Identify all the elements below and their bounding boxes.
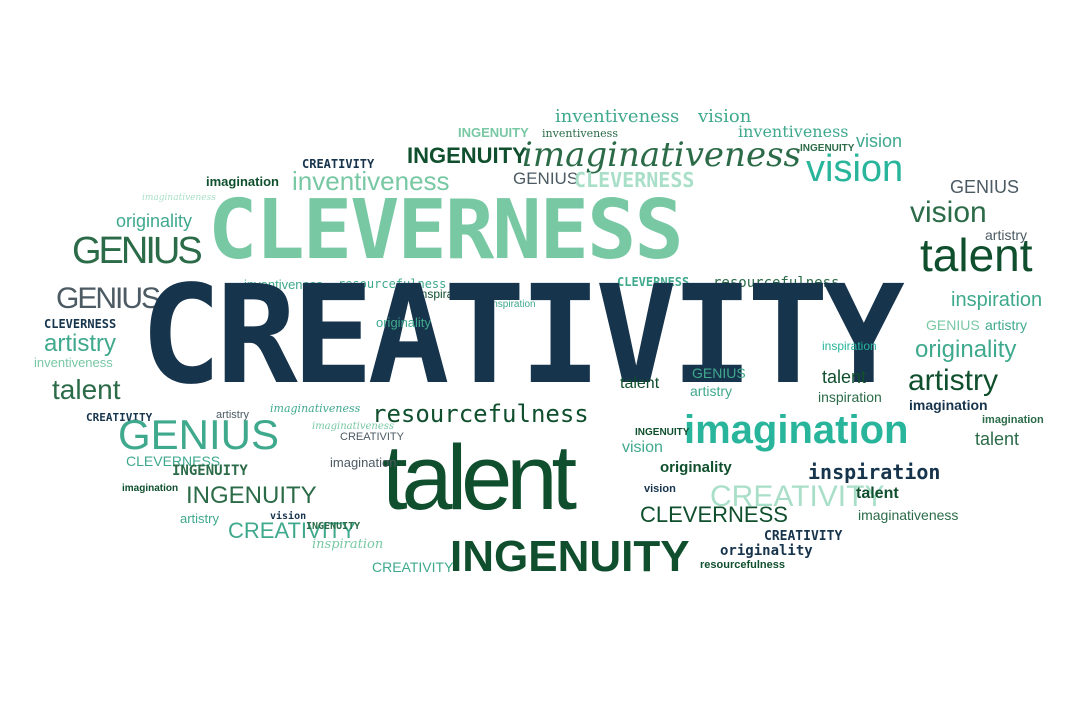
word-imagination: vision bbox=[644, 483, 676, 495]
word-ingenuity: resourcefulness bbox=[700, 559, 785, 571]
word-genius: imagination bbox=[330, 455, 397, 470]
word-imaginativeness: imaginativeness bbox=[522, 135, 801, 175]
word-inventiveness: inventiveness bbox=[292, 166, 450, 196]
word-resourcefulness: resourcefulness bbox=[372, 400, 589, 428]
word-creativity: vision bbox=[270, 511, 307, 522]
word-genius: GENIUS bbox=[72, 230, 203, 272]
word-inspiration: inspiration bbox=[818, 389, 882, 405]
word-vision: vision bbox=[806, 148, 904, 190]
word-resourcefulness: resourcefulness bbox=[713, 275, 840, 291]
word-artistry: artistry bbox=[985, 227, 1027, 243]
word-talent: talent bbox=[975, 429, 1020, 449]
word-cleverness-large: CLEVERNESS bbox=[208, 183, 684, 278]
word-vision: vision bbox=[622, 439, 663, 456]
word-inspiration: inspiration bbox=[951, 289, 1043, 311]
word-inventiveness: inventiveness bbox=[738, 122, 849, 141]
word-creativity: originality bbox=[720, 543, 813, 559]
word-vision: vision bbox=[856, 131, 903, 151]
word-imagination: originality bbox=[660, 459, 732, 476]
word-originality: originality bbox=[915, 336, 1017, 363]
word-ingenuity: INGENUITY bbox=[407, 143, 527, 168]
word-inspiration: CREATIVITY bbox=[372, 559, 454, 575]
word-creativity: CREATIVITY bbox=[86, 411, 153, 424]
word-inspiration: inspiration bbox=[418, 287, 473, 301]
word-talent: CLEVERNESS bbox=[126, 453, 221, 469]
word-ingenuity: talent bbox=[856, 485, 899, 502]
word-genius: GENIUS bbox=[513, 169, 579, 188]
word-vision: vision bbox=[698, 106, 752, 127]
word-imagination: imagination bbox=[982, 414, 1044, 426]
word-genius: GENIUS bbox=[692, 365, 746, 381]
word-creativity-large: CREATIVITY bbox=[140, 257, 905, 415]
word-ingenuity-large: INGENUITY bbox=[450, 532, 690, 581]
word-artistry: artistry bbox=[216, 409, 249, 421]
word-creativity: inspiration bbox=[808, 460, 941, 484]
word-inventiveness: inventiveness bbox=[555, 106, 680, 127]
word-creativity: CREATIVITY bbox=[302, 157, 375, 171]
word-genius-large: talent bbox=[382, 427, 577, 529]
word-vision: CREATIVITY bbox=[228, 518, 356, 543]
word-imagination: imagination bbox=[206, 174, 279, 189]
word-talent: talent bbox=[620, 375, 660, 392]
word-cleverness: CLEVERNESS bbox=[574, 168, 695, 192]
word-originality: originality bbox=[116, 211, 193, 231]
word-genius: GENIUS bbox=[950, 177, 1020, 197]
word-artistry: imaginativeness bbox=[858, 507, 959, 523]
word-inspiration: inspiration bbox=[822, 339, 877, 353]
word-inspiration: inspiration bbox=[490, 299, 536, 310]
word-imaginativeness: imaginativeness bbox=[312, 421, 395, 432]
word-inspiration: CREATIVITY bbox=[340, 431, 404, 443]
word-imaginativeness: imaginativeness bbox=[270, 402, 361, 415]
word-genius: GENIUS bbox=[56, 282, 161, 315]
word-talent: talent bbox=[920, 229, 1033, 281]
word-vision: vision bbox=[910, 196, 987, 229]
word-artistry: GENIUS bbox=[118, 411, 280, 458]
word-imaginativeness: inspiration bbox=[312, 537, 384, 552]
word-ingenuity: INGENUITY bbox=[458, 125, 529, 140]
word-cleverness: INGENUITY bbox=[172, 463, 248, 479]
word-imagination: imagination bbox=[684, 408, 909, 452]
word-vision: artistry bbox=[180, 511, 219, 526]
word-inventiveness: inventiveness bbox=[34, 355, 113, 370]
word-imaginativeness: imaginativeness bbox=[142, 193, 216, 203]
word-originality: originality bbox=[376, 315, 431, 330]
word-creativity: CREATIVITY bbox=[764, 529, 843, 544]
word-cleverness: INGENUITY bbox=[306, 521, 361, 532]
word-talent: CLEVERNESS bbox=[640, 502, 788, 527]
word-imagination: imagination bbox=[909, 397, 988, 413]
word-genius: GENIUS bbox=[926, 317, 980, 333]
word-talent: talent bbox=[52, 374, 121, 405]
word-ingenuity: imagination bbox=[122, 483, 179, 494]
word-artistry: artistry bbox=[690, 383, 732, 399]
word-artistry: artistry bbox=[908, 364, 998, 397]
word-cleverness: CLEVERNESS bbox=[44, 317, 117, 331]
word-inspiration: CREATIVITY bbox=[710, 480, 885, 513]
word-inventiveness: inventiveness bbox=[244, 277, 323, 292]
word-talent: talent bbox=[822, 367, 867, 387]
word-artistry: artistry bbox=[44, 330, 116, 357]
word-inventiveness: inventiveness bbox=[542, 127, 618, 140]
word-ingenuity: INGENUITY bbox=[635, 427, 690, 438]
word-ingenuity: INGENUITY bbox=[800, 143, 855, 154]
word-originality: INGENUITY bbox=[186, 482, 317, 509]
word-artistry: artistry bbox=[985, 317, 1027, 333]
word-cleverness: CLEVERNESS bbox=[617, 275, 690, 289]
word-resourcefulness: resourcefulness bbox=[338, 277, 447, 291]
